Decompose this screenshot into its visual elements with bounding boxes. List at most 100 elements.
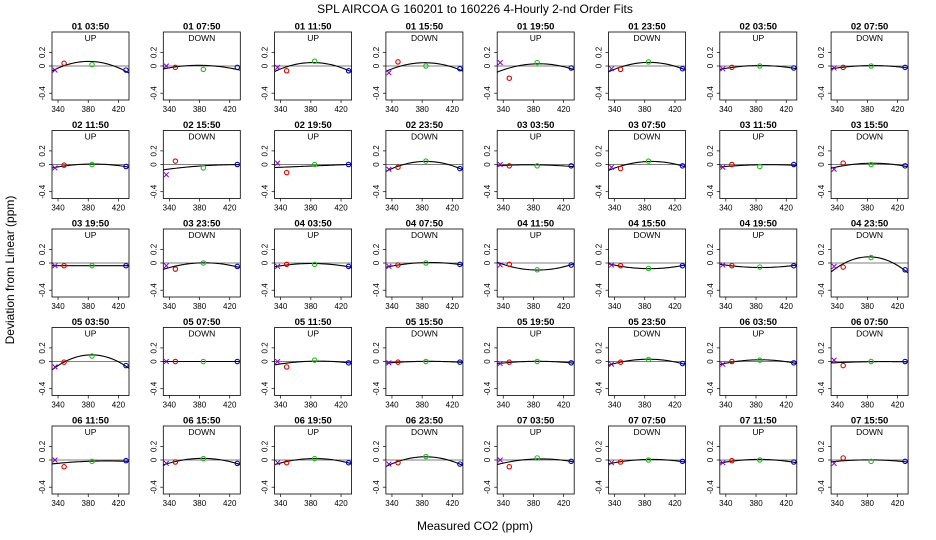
panel-title: 04 23:50 (851, 219, 889, 230)
x-tick-label: 420 (891, 499, 905, 508)
data-point (234, 64, 241, 71)
x-tick-label: 380 (749, 302, 763, 311)
panel-direction: UP (307, 230, 319, 240)
data-point (234, 358, 241, 365)
panel-title: 05 15:50 (406, 317, 444, 328)
x-tick-label: 420 (668, 401, 682, 410)
data-point (840, 362, 846, 369)
y-tick-label: -0.4 (817, 184, 826, 198)
panel-direction: UP (85, 230, 97, 240)
data-point (311, 161, 318, 168)
x-tick-label: 340 (608, 302, 622, 311)
y-tick-label: -0.4 (595, 283, 604, 297)
y-tick-label: 0 (817, 260, 826, 265)
y-tick-label: 0 (483, 162, 492, 167)
data-point (831, 357, 837, 363)
data-point (497, 161, 503, 168)
x-tick-label: 340 (51, 302, 65, 311)
panel-direction: UP (85, 329, 97, 339)
fit-curve (719, 263, 797, 269)
x-tick-label: 380 (861, 499, 875, 508)
data-point (840, 64, 846, 71)
panel-title: 03 19:50 (72, 219, 110, 230)
fit-curve (608, 358, 686, 366)
panel-title: 02 07:50 (851, 22, 889, 33)
data-point (791, 161, 797, 168)
x-tick-label: 420 (557, 105, 571, 114)
x-tick-label: 380 (415, 401, 429, 410)
panel-direction: UP (752, 132, 764, 142)
panel-direction: DOWN (411, 132, 438, 142)
data-point (902, 64, 908, 71)
fit-curve (497, 63, 575, 73)
x-tick-label: 380 (82, 302, 96, 311)
panel-direction: DOWN (411, 427, 438, 437)
data-point (61, 464, 67, 470)
data-point (283, 68, 290, 74)
y-tick-label: -0.4 (595, 86, 604, 100)
data-point (200, 165, 207, 171)
panel-title: 06 15:50 (183, 416, 221, 427)
x-tick-label: 380 (527, 302, 541, 311)
data-point (831, 166, 837, 173)
y-tick-label: -0.4 (817, 381, 826, 395)
panel-direction: UP (307, 329, 319, 339)
panel-title: 05 23:50 (628, 317, 666, 328)
x-tick-label: 420 (446, 204, 460, 213)
data-point (902, 267, 908, 273)
x-tick-label: 420 (446, 105, 460, 114)
data-point (506, 261, 513, 268)
panel-title: 02 19:50 (294, 120, 332, 131)
x-tick-label: 340 (719, 499, 733, 508)
fit-curve (831, 65, 909, 70)
y-tick-label: 0.2 (372, 342, 381, 354)
data-point (345, 263, 352, 270)
y-tick-label: 0.2 (149, 342, 158, 354)
x-tick-label: 340 (608, 204, 622, 213)
y-tick-label: 0 (149, 63, 158, 68)
data-point (423, 158, 429, 164)
y-tick-label: -0.4 (817, 480, 826, 494)
x-tick-label: 420 (557, 401, 571, 410)
data-point (568, 360, 574, 366)
x-tick-label: 380 (861, 105, 875, 114)
data-point (200, 260, 207, 266)
data-point (645, 158, 652, 164)
data-point (729, 358, 735, 365)
panel-title: 06 19:50 (294, 416, 332, 427)
data-point (831, 65, 837, 71)
panel-direction: UP (307, 33, 319, 43)
x-tick-label: 380 (527, 105, 541, 114)
x-tick-label: 340 (497, 401, 511, 410)
fit-curve (385, 261, 463, 268)
panel-direction: DOWN (634, 33, 661, 43)
fit-curve (163, 262, 241, 270)
data-point (902, 163, 908, 169)
data-point (345, 360, 352, 366)
data-point (423, 453, 429, 460)
panel-title: 04 11:50 (517, 219, 554, 230)
y-tick-label: -0.4 (372, 86, 381, 100)
y-tick-label: 0.2 (595, 243, 604, 255)
panel-direction: DOWN (634, 329, 661, 339)
data-point (172, 64, 179, 71)
y-tick-label: 0 (483, 63, 492, 68)
x-tick-label: 380 (304, 105, 318, 114)
x-tick-label: 340 (497, 105, 511, 114)
data-point (534, 358, 540, 365)
fit-curve (163, 457, 241, 466)
fit-curve (51, 460, 130, 465)
data-point (831, 460, 837, 467)
panel-title: 07 07:50 (628, 416, 666, 427)
x-tick-label: 380 (527, 499, 541, 508)
fit-curve (831, 361, 909, 364)
fit-curve (385, 160, 464, 172)
y-tick-label: -0.4 (372, 480, 381, 494)
data-point (345, 161, 352, 168)
